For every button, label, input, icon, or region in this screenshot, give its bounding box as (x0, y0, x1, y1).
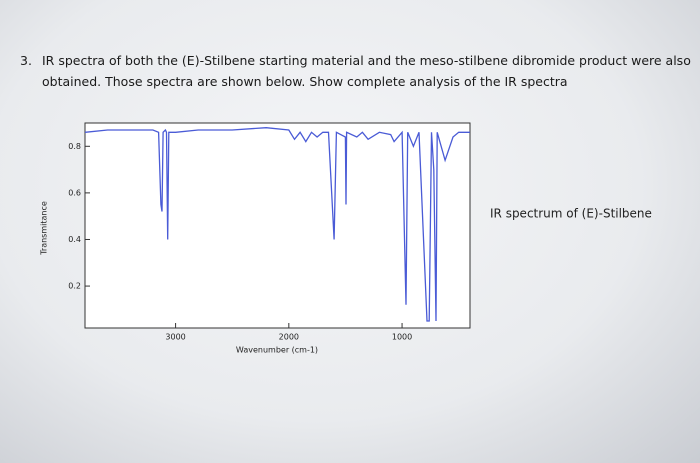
x-axis-label: Wavenumber (cm-1) (236, 346, 318, 355)
x-tick-label: 3000 (165, 333, 185, 342)
question-line: IR spectra of both the (E)-Stilbene star… (42, 53, 691, 68)
x-tick-label: 2000 (279, 333, 299, 342)
y-tick-label: 0.2 (68, 282, 81, 291)
question-line: obtained. Those spectra are shown below.… (42, 74, 568, 89)
side-label: IR spectrum of (E)-Stilbene (490, 207, 652, 221)
spectrum-line (84, 127, 470, 322)
y-tick-label: 0.4 (68, 235, 81, 244)
x-tick-label: 1000 (392, 333, 412, 342)
y-tick-label: 0.8 (68, 142, 81, 151)
y-tick-label: 0.6 (68, 188, 81, 197)
y-axis-label: Transmitance (40, 201, 49, 256)
question-number: 3. (20, 53, 32, 68)
plot-frame (84, 122, 471, 329)
